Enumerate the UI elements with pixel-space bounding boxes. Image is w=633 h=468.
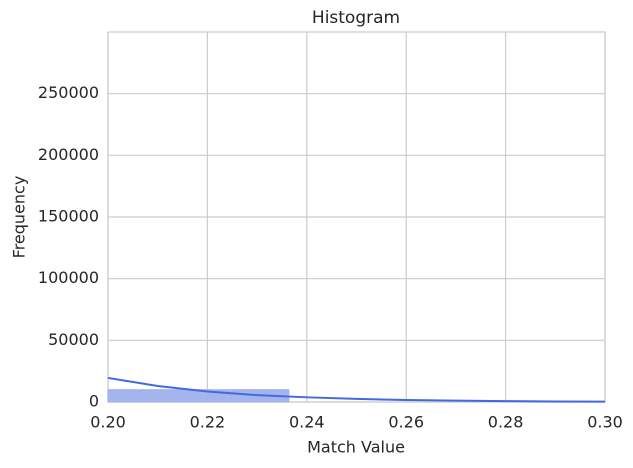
kde-line xyxy=(107,376,606,403)
y-tick-label: 250000 xyxy=(38,83,99,102)
chart-title: Histogram xyxy=(312,8,400,28)
plot-frame xyxy=(107,31,606,403)
x-tick-label: 0.26 xyxy=(388,413,424,432)
x-tick-label: 0.28 xyxy=(488,413,524,432)
x-axis-label: Match Value xyxy=(307,438,405,457)
x-tick-label: 0.24 xyxy=(289,413,325,432)
y-tick-label: 100000 xyxy=(38,268,99,287)
x-tick-label: 0.20 xyxy=(90,413,126,432)
y-tick-label: 200000 xyxy=(38,145,99,164)
x-tick-label: 0.22 xyxy=(190,413,226,432)
x-tick-label: 0.30 xyxy=(587,413,623,432)
y-tick-label: 0 xyxy=(89,392,99,411)
y-tick-label: 50000 xyxy=(48,330,99,349)
y-tick-label: 150000 xyxy=(38,207,99,226)
y-axis-label: Frequency xyxy=(10,176,29,259)
